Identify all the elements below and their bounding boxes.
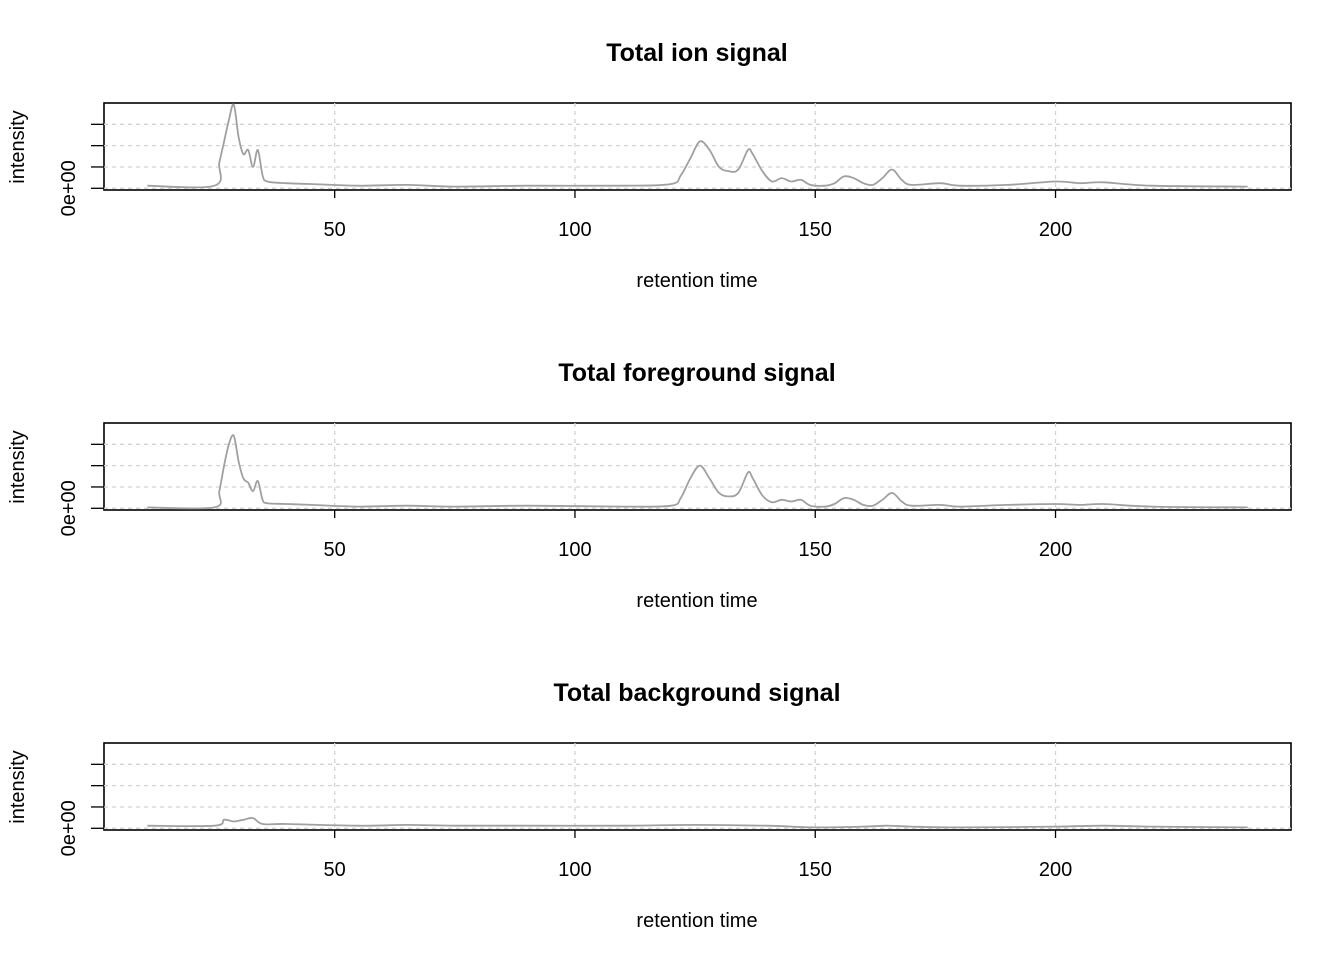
series-layer [147, 103, 1248, 189]
grid [104, 103, 1291, 190]
x-tick-label: 50 [324, 539, 346, 561]
x-tick-label: 200 [1039, 219, 1072, 241]
chart-title: Total foreground signal [558, 359, 835, 387]
series-line [147, 103, 1248, 189]
x-tick-label: 150 [799, 859, 832, 881]
series-line [147, 817, 1248, 829]
panel-background: Total background signal 50 100 150 200 0e+00… [7, 679, 1292, 932]
panel-foreground: Total foreground signal 50 100 150 200 0e+00… [7, 359, 1292, 612]
x-axis-label: retention time [636, 910, 757, 932]
chart-title: Total background signal [553, 679, 840, 707]
plot-frame [103, 422, 1292, 511]
plot-frame [103, 742, 1292, 831]
axes: 50 100 150 200 0e+00 [58, 443, 1072, 561]
x-tick-label: 100 [558, 859, 591, 881]
x-tick-label: 100 [558, 219, 591, 241]
x-tick-label: 50 [324, 859, 346, 881]
y-tick-label: 0e+00 [58, 160, 80, 216]
panel-ion: Total ion signal 50 100 150 200 0e+00 retent… [7, 39, 1292, 292]
x-axis-label: retention time [636, 270, 757, 292]
y-axis-label: intensity [7, 110, 29, 183]
axes: 50 100 150 200 0e+00 [58, 123, 1072, 241]
y-axis-label: intensity [7, 430, 29, 503]
x-tick-label: 200 [1039, 859, 1072, 881]
x-axis-label: retention time [636, 590, 757, 612]
grid [104, 743, 1291, 830]
x-tick-label: 50 [324, 219, 346, 241]
x-tick-label: 200 [1039, 539, 1072, 561]
x-tick-label: 150 [799, 539, 832, 561]
y-tick-label: 0e+00 [58, 480, 80, 536]
x-tick-label: 100 [558, 539, 591, 561]
axes: 50 100 150 200 0e+00 [58, 763, 1072, 881]
y-axis-label: intensity [7, 750, 29, 823]
series-line [147, 434, 1248, 510]
plot-frame [103, 102, 1292, 191]
y-tick-label: 0e+00 [58, 800, 80, 856]
grid [104, 423, 1291, 510]
chart-title: Total ion signal [606, 39, 787, 67]
series-layer [147, 434, 1248, 510]
x-tick-label: 150 [799, 219, 832, 241]
series-layer [147, 817, 1248, 829]
